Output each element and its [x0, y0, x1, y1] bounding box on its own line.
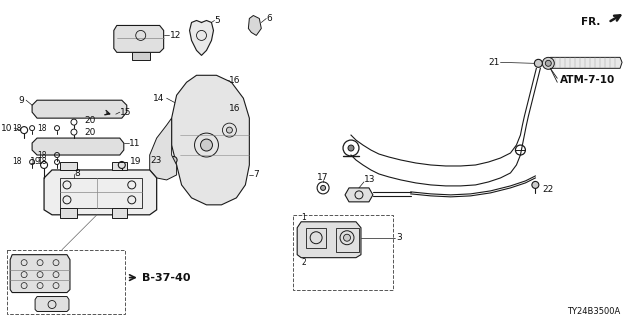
Text: 20: 20 — [84, 128, 95, 137]
Text: 15: 15 — [120, 108, 131, 117]
Circle shape — [170, 156, 177, 164]
Text: 18: 18 — [38, 157, 47, 166]
Polygon shape — [248, 15, 261, 36]
Polygon shape — [10, 255, 70, 292]
Polygon shape — [345, 188, 373, 202]
Polygon shape — [32, 138, 124, 155]
Circle shape — [227, 127, 232, 133]
Circle shape — [534, 59, 542, 67]
Text: 18: 18 — [13, 157, 22, 166]
Bar — [293, 215, 393, 290]
Text: 5: 5 — [214, 16, 220, 25]
Polygon shape — [150, 118, 177, 180]
Text: 21: 21 — [488, 58, 500, 67]
Text: 22: 22 — [542, 185, 554, 194]
Polygon shape — [60, 162, 77, 170]
Bar — [7, 250, 125, 315]
Circle shape — [344, 234, 351, 241]
Text: 3: 3 — [396, 233, 401, 242]
Polygon shape — [112, 208, 127, 218]
Text: 6: 6 — [266, 14, 272, 23]
Circle shape — [200, 139, 212, 151]
Polygon shape — [172, 75, 250, 205]
Circle shape — [532, 181, 539, 188]
Circle shape — [542, 57, 554, 69]
Text: B-37-40: B-37-40 — [141, 273, 190, 283]
Text: 14: 14 — [153, 94, 164, 103]
Polygon shape — [189, 20, 214, 55]
Circle shape — [321, 185, 326, 190]
Circle shape — [545, 60, 551, 66]
Text: 20: 20 — [84, 116, 95, 124]
Polygon shape — [548, 57, 622, 68]
Polygon shape — [44, 170, 157, 215]
Polygon shape — [114, 26, 164, 52]
Circle shape — [216, 105, 223, 111]
Text: 9: 9 — [19, 96, 24, 105]
Polygon shape — [35, 297, 69, 311]
Polygon shape — [112, 162, 127, 170]
Text: 19: 19 — [130, 157, 141, 166]
Text: 13: 13 — [364, 175, 376, 184]
Polygon shape — [132, 52, 150, 60]
Text: 11: 11 — [129, 139, 140, 148]
Polygon shape — [60, 208, 77, 218]
Text: 23: 23 — [150, 156, 162, 164]
Text: TY24B3500A: TY24B3500A — [567, 307, 620, 316]
Text: ATM-7-10: ATM-7-10 — [560, 75, 616, 85]
Circle shape — [348, 145, 354, 151]
Text: 17: 17 — [317, 173, 329, 182]
Polygon shape — [297, 222, 361, 258]
Text: 19: 19 — [30, 157, 42, 166]
Text: 18: 18 — [38, 124, 47, 132]
Circle shape — [216, 79, 223, 85]
Text: 10: 10 — [1, 124, 12, 132]
Text: 18: 18 — [13, 124, 22, 132]
Text: 16: 16 — [229, 104, 241, 113]
Text: 1: 1 — [301, 213, 306, 222]
Text: 2: 2 — [301, 258, 306, 267]
Text: 16: 16 — [229, 76, 241, 85]
Text: 18: 18 — [38, 150, 47, 159]
Polygon shape — [32, 100, 127, 118]
Text: 8: 8 — [74, 170, 80, 179]
Text: 12: 12 — [170, 31, 181, 40]
Text: FR.: FR. — [580, 18, 600, 28]
Text: 7: 7 — [253, 171, 259, 180]
